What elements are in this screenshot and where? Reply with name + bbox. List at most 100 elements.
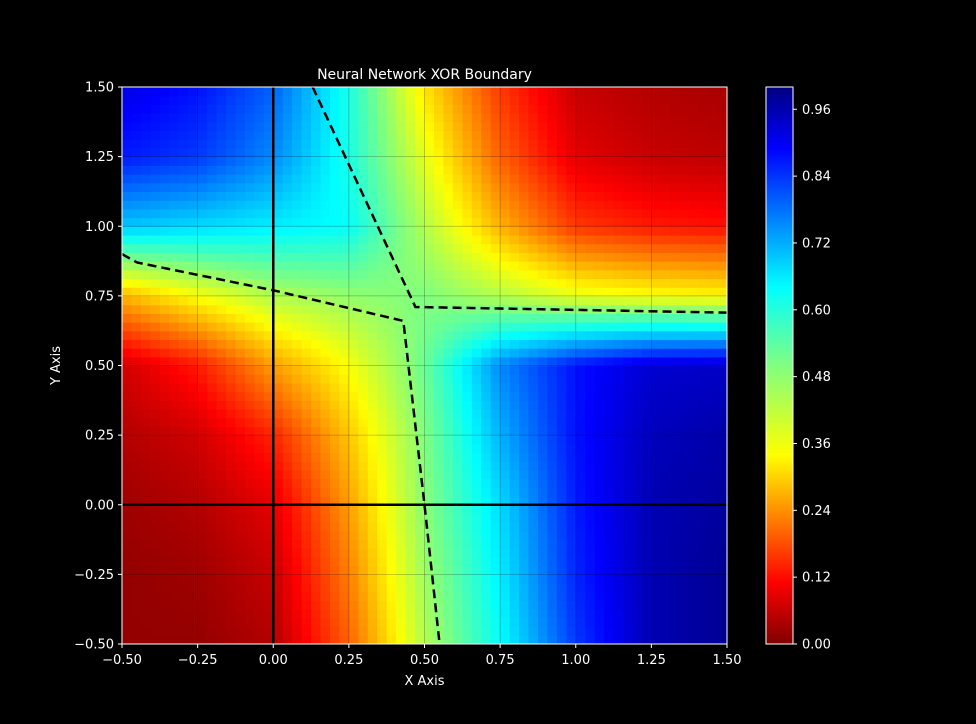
heatmap-cell: [462, 278, 473, 288]
heatmap-cell: [452, 609, 463, 619]
heatmap-cell: [623, 487, 634, 497]
heatmap-cell: [651, 530, 662, 541]
heatmap-cell: [452, 365, 463, 375]
heatmap-cell: [566, 426, 577, 436]
heatmap-cell: [433, 461, 444, 471]
heatmap-cell: [301, 556, 312, 567]
heatmap-cell: [537, 113, 548, 123]
heatmap-cell: [140, 461, 151, 471]
heatmap-cell: [244, 635, 255, 644]
heatmap-cell: [679, 208, 690, 219]
heatmap-cell: [367, 356, 378, 367]
heatmap-cell: [462, 382, 473, 393]
heatmap-cell: [405, 391, 416, 401]
heatmap-cell: [122, 104, 133, 114]
heatmap-cell: [708, 496, 719, 506]
heatmap-cell: [537, 339, 548, 349]
heatmap-cell: [689, 295, 700, 306]
heatmap-cell: [377, 478, 388, 488]
heatmap-cell: [244, 409, 255, 419]
x-tick-label: 1.50: [713, 653, 742, 668]
heatmap-cell: [150, 417, 161, 428]
heatmap-cell: [415, 513, 426, 523]
heatmap-cell: [207, 226, 218, 236]
heatmap-cell: [282, 374, 293, 384]
heatmap-cell: [443, 182, 454, 193]
heatmap-cell: [386, 226, 397, 236]
heatmap-cell: [159, 417, 170, 428]
heatmap-cell: [537, 635, 548, 644]
heatmap-cell: [481, 426, 492, 436]
heatmap-cell: [377, 417, 388, 428]
heatmap-cell: [537, 278, 548, 288]
heatmap-cell: [679, 165, 690, 175]
heatmap-cell: [320, 287, 331, 297]
y-tick-label: 1.00: [85, 220, 114, 235]
heatmap-cell: [159, 374, 170, 384]
heatmap-cell: [500, 182, 511, 193]
heatmap-cell: [537, 130, 548, 140]
heatmap-cell: [377, 539, 388, 549]
heatmap-cell: [225, 165, 237, 175]
heatmap-cell: [519, 313, 530, 323]
colorbar: [765, 86, 794, 645]
heatmap-cell: [471, 539, 482, 549]
heatmap-cell: [660, 87, 671, 97]
heatmap-cell: [698, 313, 709, 323]
heatmap-cell: [632, 348, 643, 358]
heatmap-cell: [689, 121, 700, 132]
heatmap-cell: [377, 443, 388, 454]
heatmap-cell: [575, 217, 586, 227]
heatmap-cell: [632, 95, 643, 105]
heatmap-cell: [178, 574, 189, 584]
heatmap-cell: [717, 278, 727, 288]
heatmap-cell: [651, 147, 662, 158]
heatmap-cell: [462, 461, 473, 471]
heatmap-cell: [301, 600, 312, 610]
heatmap-cell: [613, 374, 624, 384]
heatmap-cell: [585, 365, 596, 375]
heatmap-cell: [689, 165, 700, 175]
heatmap-cell: [339, 565, 350, 575]
heatmap-cell: [500, 139, 511, 149]
heatmap-cell: [150, 556, 161, 567]
heatmap-cell: [698, 321, 709, 332]
heatmap-cell: [301, 130, 312, 140]
heatmap-cell: [519, 574, 530, 584]
heatmap-cell: [679, 330, 690, 340]
heatmap-cell: [689, 461, 700, 471]
heatmap-cell: [197, 565, 208, 575]
heatmap-cell: [254, 182, 265, 193]
heatmap-cell: [717, 469, 727, 480]
heatmap-cell: [452, 574, 463, 584]
heatmap-cell: [651, 609, 662, 619]
heatmap-cell: [415, 165, 426, 175]
heatmap-cell: [415, 278, 426, 288]
heatmap-cell: [282, 522, 293, 532]
heatmap-cell: [150, 530, 161, 541]
heatmap-cell: [613, 522, 624, 532]
heatmap-cell: [358, 583, 369, 593]
heatmap-cell: [150, 600, 161, 610]
heatmap-cell: [197, 304, 208, 314]
heatmap-cell: [244, 478, 255, 488]
heatmap-cell: [708, 200, 719, 210]
heatmap-cell: [131, 356, 142, 367]
heatmap-cell: [320, 417, 331, 428]
heatmap-cell: [623, 243, 634, 253]
heatmap-cell: [131, 522, 142, 532]
heatmap-cell: [235, 321, 246, 332]
heatmap-cell: [641, 435, 652, 445]
heatmap-cell: [519, 626, 530, 636]
heatmap-cell: [235, 313, 246, 323]
heatmap-cell: [320, 121, 331, 132]
heatmap-cell: [405, 574, 416, 584]
heatmap-cell: [443, 348, 454, 358]
heatmap-cell: [519, 496, 530, 506]
heatmap-cell: [594, 348, 605, 358]
heatmap-cell: [131, 591, 142, 602]
heatmap-cell: [311, 548, 322, 558]
heatmap-cell: [377, 426, 388, 436]
heatmap-cell: [140, 226, 151, 236]
